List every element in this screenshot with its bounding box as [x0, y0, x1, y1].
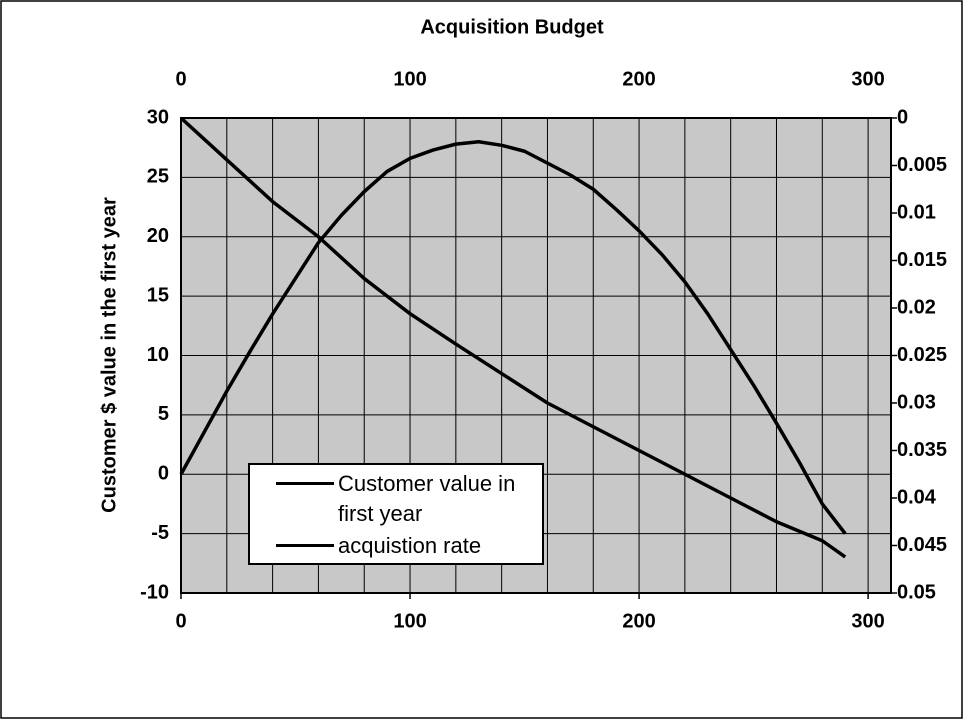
x2-tick-label: 300: [851, 68, 884, 90]
legend-swatch: [276, 482, 334, 485]
y-tick-label: 30: [147, 106, 169, 128]
y2-tick-label: 0.025: [897, 344, 947, 366]
legend-label: Customer value in first year: [338, 471, 516, 526]
y2-tick-label: 0.05: [897, 581, 936, 603]
x-tick-label: 100: [393, 610, 426, 632]
y-tick-label: -5: [151, 522, 169, 544]
x-tick-label: 300: [851, 610, 884, 632]
y2-tick-label: 0.02: [897, 296, 936, 318]
y-tick-label: 20: [147, 225, 169, 247]
y-tick-label: 0: [158, 463, 169, 485]
y2-tick-label: 0.03: [897, 391, 936, 413]
legend-entry: acquistion rate: [276, 531, 528, 561]
chart-title: Acquisition Budget: [420, 16, 604, 38]
y-tick-label: -10: [140, 581, 169, 603]
y-tick-label: 10: [147, 344, 169, 366]
y-tick-label: 5: [158, 403, 169, 425]
x2-tick-label: 100: [393, 68, 426, 90]
x-tick-label: 200: [622, 610, 655, 632]
legend-label: acquistion rate: [338, 533, 482, 558]
y2-tick-label: 0.04: [897, 486, 937, 508]
y2-tick-label: 0.035: [897, 439, 947, 461]
y2-tick-label: 0.045: [897, 534, 947, 556]
series-line: [179, 140, 847, 535]
y2-tick-label: 0.015: [897, 249, 947, 271]
x2-tick-label: 200: [622, 68, 655, 90]
y-tick-label: 25: [147, 166, 169, 188]
y2-tick-label: 0.01: [897, 201, 936, 223]
legend-entry: Customer value in first year: [276, 469, 528, 529]
x-tick-label: 0: [175, 610, 186, 632]
x2-tick-label: 0: [175, 68, 186, 90]
y-axis-label: Customer $ value in the first year: [98, 197, 120, 513]
y2-tick-label: 0: [897, 106, 908, 128]
y2-tick-label: 0.005: [897, 154, 947, 176]
y-tick-label: 15: [147, 284, 169, 306]
series-line: [179, 116, 847, 559]
legend-swatch: [276, 544, 334, 547]
legend: Customer value in first year acquistion r…: [248, 463, 544, 565]
